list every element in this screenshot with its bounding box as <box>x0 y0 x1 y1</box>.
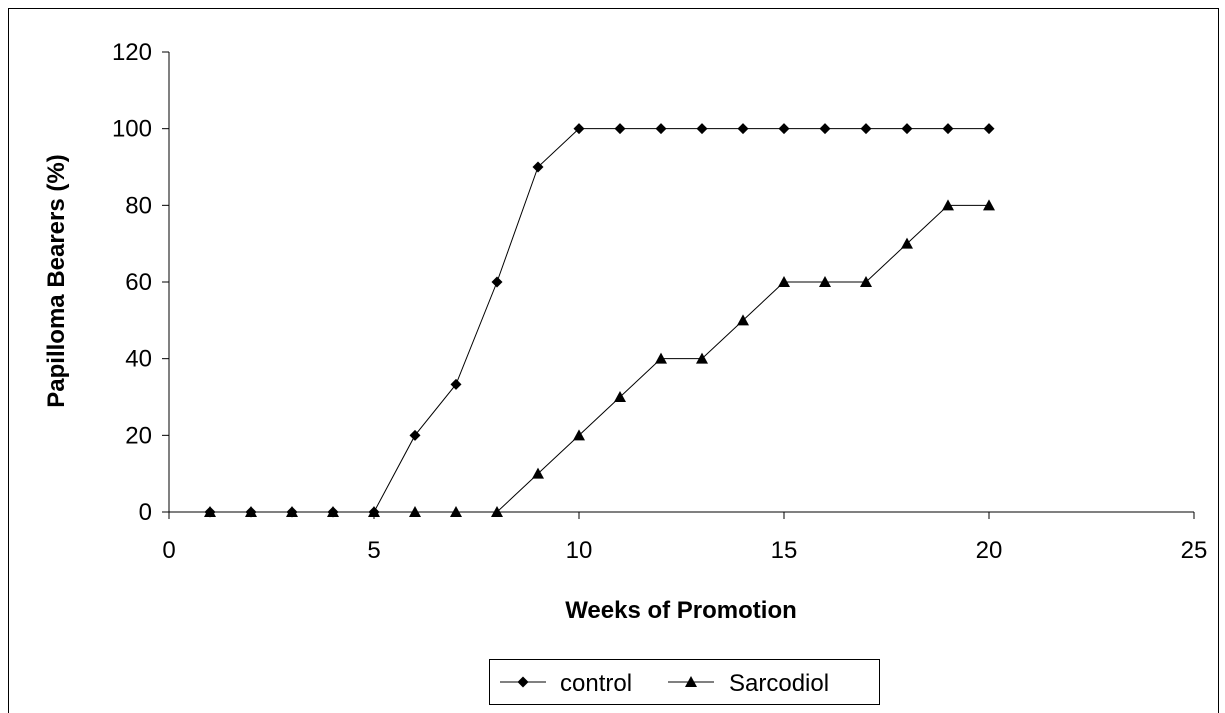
data-point <box>450 506 462 517</box>
x-tick-label: 10 <box>566 537 593 564</box>
data-point <box>860 123 872 135</box>
data-point <box>696 352 708 364</box>
x-tick-label: 15 <box>771 537 798 564</box>
legend-item-control: control <box>500 670 632 697</box>
data-point <box>491 506 503 517</box>
y-tick-label: 120 <box>112 39 152 66</box>
data-point <box>655 352 667 364</box>
data-point <box>450 378 462 390</box>
data-point <box>737 314 749 326</box>
data-point <box>901 123 913 135</box>
data-point <box>573 429 585 441</box>
data-point <box>737 123 749 135</box>
data-point <box>778 123 790 135</box>
data-point <box>409 429 421 441</box>
data-point <box>819 276 831 287</box>
series-layer <box>204 123 995 518</box>
legend-label: control <box>560 670 632 697</box>
data-point <box>778 276 790 287</box>
data-point <box>696 123 708 135</box>
x-tick-label: 20 <box>976 537 1003 564</box>
data-point <box>368 506 380 517</box>
chart-frame <box>8 8 1219 713</box>
y-tick-label: 20 <box>125 422 152 449</box>
data-point <box>819 123 831 135</box>
data-point <box>655 123 667 135</box>
data-point <box>245 506 257 517</box>
data-point <box>983 199 995 211</box>
x-tick-label: 25 <box>1181 537 1208 564</box>
data-point <box>901 237 913 249</box>
y-tick-label: 80 <box>125 192 152 219</box>
data-point <box>983 123 995 135</box>
data-point <box>614 123 626 135</box>
x-tick-label: 5 <box>367 537 380 564</box>
data-point <box>532 161 544 173</box>
x-tick-label: 0 <box>162 537 175 564</box>
legend-item-sarcodiol: Sarcodiol <box>668 670 829 697</box>
legend: control Sarcodiol <box>489 659 880 705</box>
data-point <box>409 506 421 517</box>
series-line <box>210 204 989 513</box>
y-tick-label: 40 <box>125 346 152 373</box>
data-point <box>942 199 954 211</box>
data-point <box>573 123 585 135</box>
y-tick-label: 0 <box>139 499 152 526</box>
data-point <box>204 506 216 517</box>
data-point <box>942 123 954 135</box>
data-point <box>327 506 339 517</box>
legend-marker <box>685 676 697 687</box>
y-tick-label: 100 <box>112 116 152 143</box>
series-sarcodiol <box>204 199 995 517</box>
data-point <box>491 276 503 288</box>
data-point <box>614 391 626 402</box>
legend-label: Sarcodiol <box>729 670 829 697</box>
y-tick-label: 60 <box>125 269 152 296</box>
data-point <box>860 276 872 287</box>
x-axis-title: Weeks of Promotion <box>565 597 797 624</box>
data-point <box>532 467 544 479</box>
legend-marker <box>517 676 529 688</box>
data-point <box>286 506 298 517</box>
y-axis-title: Papilloma Bearers (%) <box>43 154 70 407</box>
